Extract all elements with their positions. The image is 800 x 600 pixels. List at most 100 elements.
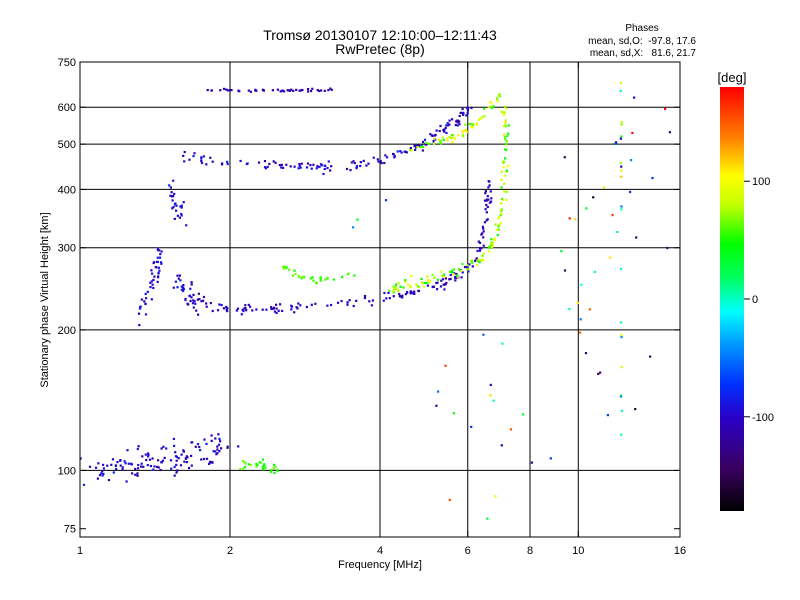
echo-point [367,162,370,165]
echo-point [297,167,300,170]
echo-point [380,162,383,165]
echo-point [123,460,126,463]
echo-point [156,280,159,283]
echo-point [172,195,175,198]
echo-point [480,233,483,236]
echo-point [481,259,484,262]
echo-point [278,164,281,167]
echo-point [377,160,380,163]
echo-point [197,313,200,316]
echo-point [223,87,226,90]
echo-point [388,297,391,300]
echo-point [121,468,124,471]
echo-point [305,166,309,169]
echo-point [124,462,127,465]
echo-point [282,166,285,169]
echo-point [461,131,464,134]
echo-point [241,308,244,311]
echo-point [504,148,507,151]
echo-point [268,162,271,166]
echo-point [448,278,451,281]
echo-point [422,140,425,144]
echo-point [376,158,379,161]
echo-point [482,244,485,247]
echo-point [451,269,454,272]
echo-point [136,472,139,475]
echo-point [240,313,243,316]
echo-point [258,461,261,464]
echo-point [309,164,312,167]
echo-point [504,138,507,141]
echo-point [319,278,322,281]
echo-point [187,303,190,306]
echo-point [352,304,355,308]
echo-point [157,272,160,275]
echo-point [190,441,193,444]
echo-point [266,165,269,168]
echo-point [649,355,652,358]
echo-point [500,444,503,447]
echo-point [522,413,525,416]
echo-point [435,129,438,132]
echo-point [440,279,443,282]
echo-point [219,440,222,443]
echo-point [456,121,459,124]
echo-point [489,383,492,386]
echo-point [496,97,499,100]
echo-point [593,270,596,273]
echo-point [448,119,451,122]
echo-point [193,152,196,155]
echo-point [490,105,493,108]
echo-point [226,162,229,166]
echo-point [316,165,319,168]
echo-point [454,276,457,279]
echo-point [276,469,279,472]
echo-point [152,468,155,471]
echo-point [504,119,507,122]
echo-point [212,450,215,453]
echo-point [290,304,293,307]
echo-point [165,447,168,450]
echo-point [225,88,228,91]
echo-point [461,107,464,111]
echo-point [489,246,492,249]
echo-point [176,214,179,217]
echo-point [471,261,474,264]
echo-point [487,106,490,109]
echo-point [486,517,489,520]
echo-point [448,123,451,126]
echo-point [619,321,622,324]
echo-point [476,259,479,262]
echo-point [409,292,412,295]
echo-point [330,303,333,307]
echo-point [289,165,292,168]
echo-point [479,117,482,120]
echo-point [220,304,223,307]
echo-point [79,457,82,460]
echo-point [202,155,205,158]
echo-point [218,303,221,306]
echo-point [190,283,193,286]
echo-point [404,293,407,296]
echo-point [220,447,223,450]
echo-point [568,217,571,220]
echo-point [426,284,429,287]
echo-point [482,333,485,336]
echo-point [210,439,213,442]
echo-point [159,468,162,472]
echo-point [464,123,467,126]
echo-point [274,465,277,468]
echo-point [509,428,513,431]
echo-point [94,466,98,469]
echo-point [137,445,140,448]
echo-point [196,443,200,446]
echo-point [483,115,486,118]
echo-point [480,247,483,250]
echo-point [336,301,340,304]
echo-point [171,207,174,210]
echo-point [568,308,571,311]
echo-point [412,292,415,295]
echo-point [275,311,278,314]
echo-point [500,178,503,182]
